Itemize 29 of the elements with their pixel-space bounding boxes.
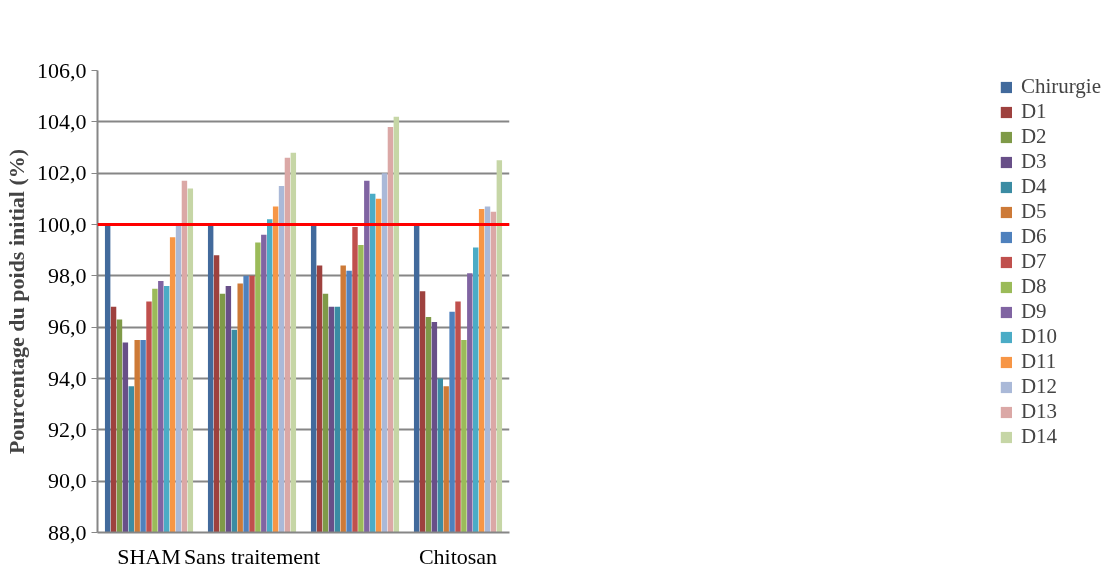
legend-label: D4 (1020, 174, 1047, 199)
legend-label: D12 (1020, 374, 1058, 399)
x-tick-label: Chitosan (418, 543, 498, 569)
legend-label: D8 (1020, 274, 1047, 299)
y-tick-label: 94,0 (48, 365, 87, 391)
legend-label: D13 (1020, 399, 1058, 424)
y-tick-label: 106,0 (37, 57, 87, 83)
legend-label: D14 (1020, 424, 1058, 449)
x-tick-label: SHAM (117, 543, 181, 569)
y-tick-label: 98,0 (48, 262, 87, 288)
y-tick-label: 88,0 (48, 519, 87, 545)
y-tick-label: 92,0 (48, 416, 87, 442)
y-tick-label: 100,0 (37, 211, 87, 237)
legend-label: D7 (1020, 249, 1047, 274)
y-tick-label: 96,0 (48, 314, 87, 340)
legend-label: D6 (1020, 224, 1047, 249)
y-axis-title: Pourcentage du poids initial (%) (4, 148, 29, 455)
legend-label: D10 (1020, 324, 1058, 349)
legend-label: D3 (1020, 149, 1047, 174)
legend-label: D9 (1020, 299, 1047, 324)
y-tick-label: 90,0 (48, 468, 87, 494)
legend-label: Chirurgie (1020, 74, 1101, 99)
x-tick-label: Sans traitement (183, 543, 321, 569)
legend-label: D5 (1020, 199, 1047, 224)
legend-label: D11 (1020, 349, 1057, 374)
y-tick-label: 102,0 (37, 160, 87, 186)
legend-label: D2 (1020, 124, 1047, 149)
legend-label: D1 (1020, 99, 1047, 124)
y-tick-label: 104,0 (37, 108, 87, 134)
